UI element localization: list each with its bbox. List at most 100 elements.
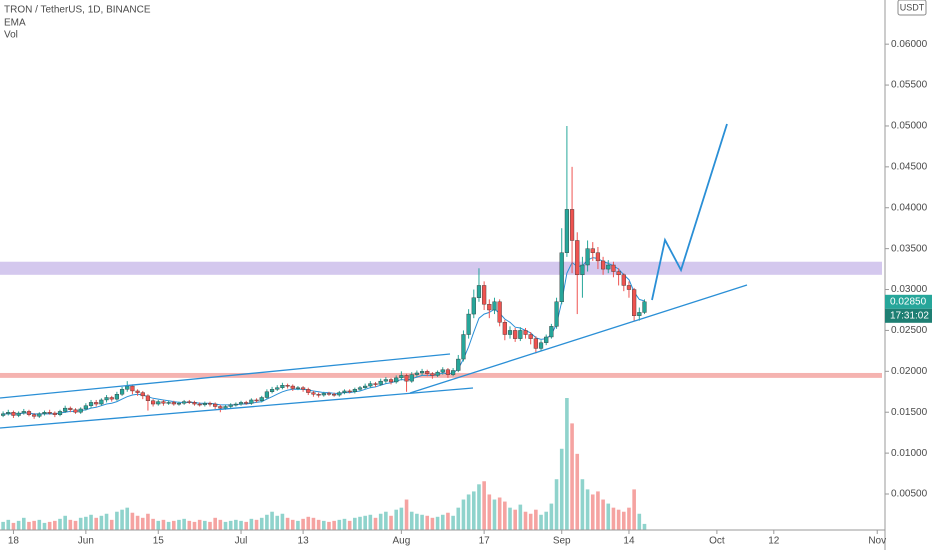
volume-bar [213, 517, 217, 530]
candle-body [585, 248, 590, 266]
volume-bar [596, 491, 600, 530]
volume-bar [265, 514, 269, 530]
candle-body [233, 403, 238, 406]
candle-body [202, 403, 207, 406]
volume-bar [280, 513, 285, 530]
volume-bar [466, 494, 471, 530]
volume-bar [430, 517, 435, 530]
volume-bar [420, 514, 424, 530]
candle-body [523, 330, 528, 335]
candle-body [637, 312, 642, 316]
candle-body [575, 240, 580, 276]
candle-body [347, 390, 352, 393]
volume-bar [63, 515, 67, 530]
volume-bar [32, 520, 36, 530]
x-tick-label: 18 [8, 536, 20, 547]
ema-line [3, 257, 645, 415]
trendline [0, 353, 451, 399]
y-tick-label: 0.05500 [891, 80, 928, 91]
volume-bar [58, 518, 62, 530]
volume-bar [192, 521, 197, 530]
volume-bar [347, 520, 352, 530]
candle-body [451, 370, 456, 375]
indicator-label: EMA [4, 18, 26, 29]
candle-body [151, 400, 156, 405]
volume-bar [627, 507, 631, 530]
price-tag-label: 0.02850 [890, 296, 927, 307]
candle-body [73, 409, 78, 413]
volume-bar [394, 509, 399, 530]
volume-bar [435, 516, 440, 530]
candle-body [642, 301, 647, 313]
candle-body [632, 289, 637, 316]
volume-bar [621, 511, 626, 530]
volume-bar [311, 517, 316, 530]
candle-body [357, 387, 363, 390]
volume-bar [487, 494, 492, 530]
candle-body [21, 411, 26, 414]
volume-bar [570, 423, 574, 530]
candle-body [601, 260, 606, 270]
candle-body [368, 383, 373, 387]
candle-body [37, 413, 42, 417]
candle-body [595, 252, 601, 262]
volume-bar [306, 516, 311, 530]
volume-bar [342, 518, 347, 530]
candle-body [290, 385, 295, 389]
volume-bar [68, 519, 73, 530]
candle-body [409, 374, 414, 382]
volume-bar [151, 518, 155, 530]
price-zone [0, 261, 882, 275]
volume-bar [218, 519, 223, 530]
candle-body [1, 413, 6, 416]
volume-bar [99, 515, 104, 530]
candle-body [492, 301, 497, 311]
indicator-label: Vol [4, 30, 18, 41]
volume-bar [539, 514, 543, 530]
candle-body [549, 326, 554, 338]
volume-bar [316, 519, 321, 530]
candle-body [466, 313, 471, 335]
volume-bar [611, 507, 616, 530]
x-tick-label: Oct [709, 536, 725, 547]
candle-body [83, 405, 88, 410]
currency-label: USDT [900, 2, 925, 12]
volume-bar [1, 521, 5, 530]
countdown-tag [885, 308, 932, 323]
trendline [409, 284, 748, 394]
volume-bar [378, 513, 383, 530]
volume-bar [471, 491, 476, 530]
volume-bar [130, 512, 135, 530]
volume-bar [409, 511, 414, 530]
candle-body [32, 414, 37, 417]
volume-bar [461, 499, 466, 530]
volume-bar [42, 522, 47, 530]
candle-body [26, 411, 32, 415]
volume-bar [27, 521, 31, 530]
volume-bar [156, 520, 161, 530]
candle-body [254, 399, 259, 402]
candle-body [502, 322, 507, 335]
volume-bar [606, 503, 611, 530]
volume-bar [327, 521, 331, 530]
candle-body [538, 342, 544, 349]
volume-bar [73, 520, 78, 530]
candle-body [249, 399, 254, 404]
volume-bar [140, 517, 145, 530]
candle-body [161, 401, 166, 404]
candle-body [192, 402, 197, 405]
volume-bar [451, 515, 455, 530]
volume-bar [47, 521, 52, 530]
candle-body [419, 371, 425, 374]
candle-body [425, 371, 430, 374]
volume-bar [187, 520, 192, 530]
candle-body [280, 385, 285, 388]
volume-bar [208, 521, 212, 530]
volume-bar [6, 519, 11, 530]
volume-bar [249, 518, 254, 530]
candle-body [383, 379, 388, 382]
candle-body [440, 369, 445, 373]
volume-bar [353, 517, 357, 530]
candle-body [404, 375, 409, 382]
